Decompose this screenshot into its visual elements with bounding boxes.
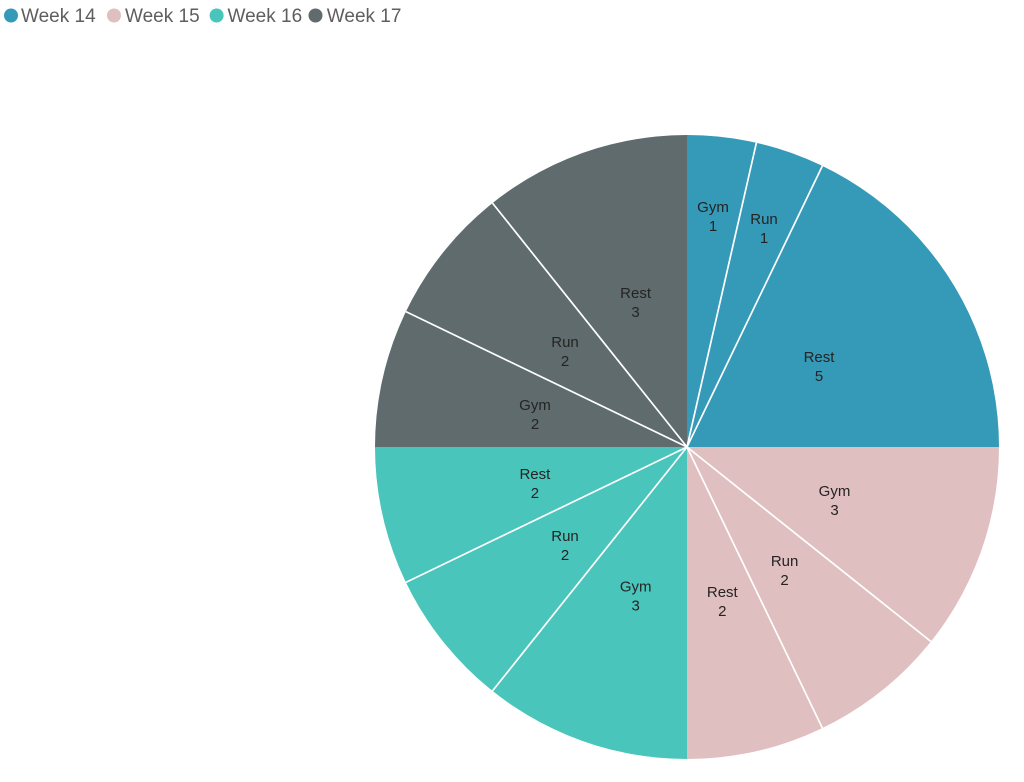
- svg-text:Gym: Gym: [519, 397, 551, 414]
- svg-text:Week 14: Week 14: [21, 6, 96, 27]
- svg-text:3: 3: [830, 502, 838, 519]
- svg-text:3: 3: [632, 598, 640, 615]
- svg-text:Run: Run: [750, 211, 778, 228]
- svg-text:Run: Run: [551, 528, 579, 545]
- svg-text:2: 2: [561, 547, 569, 564]
- svg-text:2: 2: [561, 353, 569, 370]
- svg-text:Gym: Gym: [697, 199, 729, 216]
- svg-text:Rest: Rest: [707, 584, 739, 601]
- svg-text:Rest: Rest: [519, 466, 551, 483]
- svg-text:Week 15: Week 15: [125, 6, 200, 27]
- svg-text:Rest: Rest: [620, 285, 652, 302]
- svg-text:2: 2: [780, 572, 788, 589]
- svg-text:2: 2: [531, 485, 539, 502]
- svg-text:1: 1: [760, 230, 768, 247]
- svg-text:Gym: Gym: [620, 579, 652, 596]
- svg-text:Run: Run: [771, 553, 799, 570]
- svg-text:Run: Run: [551, 334, 579, 351]
- svg-text:Gym: Gym: [819, 483, 851, 500]
- svg-text:Rest: Rest: [804, 349, 836, 366]
- svg-text:5: 5: [815, 368, 823, 385]
- svg-text:2: 2: [531, 416, 539, 433]
- svg-text:2: 2: [718, 603, 726, 620]
- svg-text:Week 16: Week 16: [228, 6, 303, 27]
- svg-text:Week 17: Week 17: [327, 6, 402, 27]
- svg-text:3: 3: [631, 304, 639, 321]
- svg-text:1: 1: [709, 218, 717, 235]
